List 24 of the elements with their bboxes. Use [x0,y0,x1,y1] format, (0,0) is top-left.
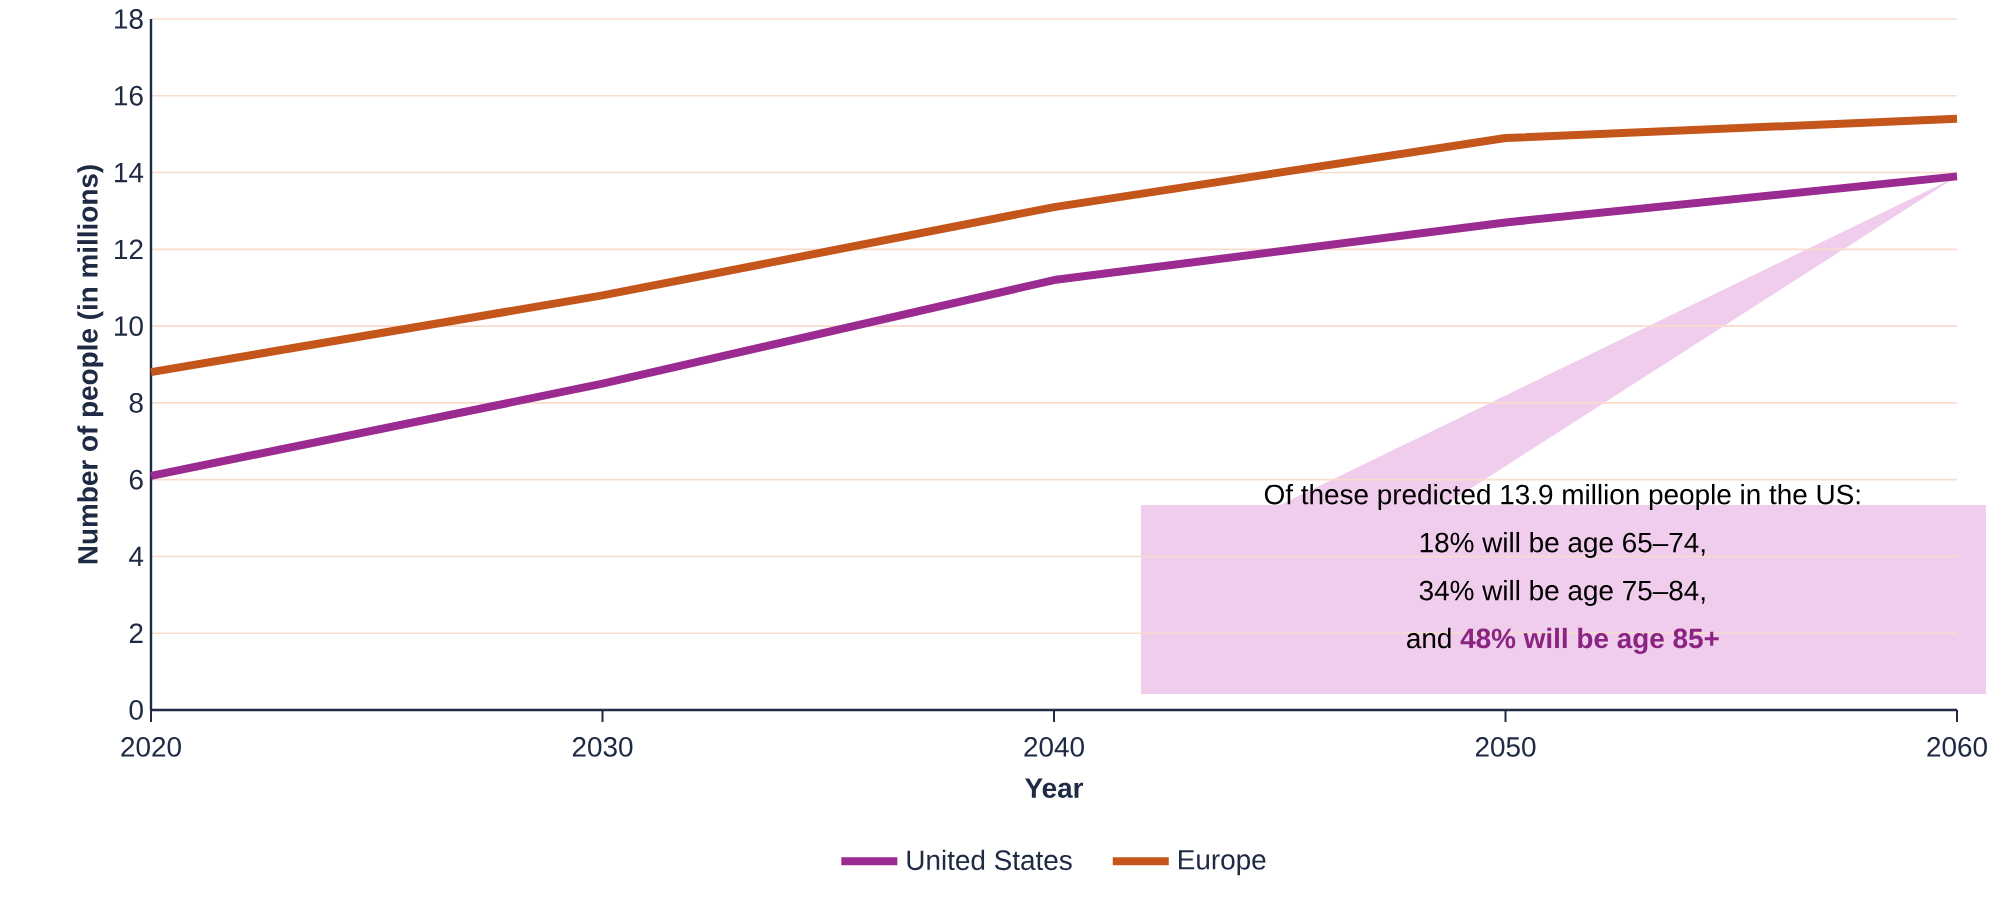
annotation: 48% will be age 85+ [1460,627,1719,654]
y-tick-label: 10 [115,316,143,336]
y-tick-label: 16 [115,85,143,106]
annotation: Of these predicted 13.9 million people in the US: [1264,483,1860,510]
y-tick-label: 2 [129,623,143,643]
legend-label: United States [907,849,1072,871]
y-axis-title: Number of people (in millions) [77,165,104,564]
annotation: and [1407,627,1451,649]
x-axis-title: Year [1025,778,1084,798]
y-tick-label: 12 [115,239,143,260]
y-tick-label: 4 [129,546,144,567]
annotation: 18% will be age 65–74, [1420,531,1705,558]
y-tick-label: 6 [129,469,143,490]
x-tick-label: 2040 [1024,737,1084,757]
legend-label: Europe [1179,850,1266,876]
x-tick-label: 2060 [1927,737,1987,757]
y-tick-label: 14 [115,162,144,183]
y-tick-label: 0 [129,700,143,720]
y-tick-label: 8 [129,392,143,413]
annotation: 34% will be age 75–84, [1419,579,1705,606]
x-tick-label: 2020 [121,737,181,757]
x-tick-label: 2030 [572,737,633,757]
x-tick-label: 2050 [1475,737,1536,757]
y-tick-label: 18 [115,9,143,29]
